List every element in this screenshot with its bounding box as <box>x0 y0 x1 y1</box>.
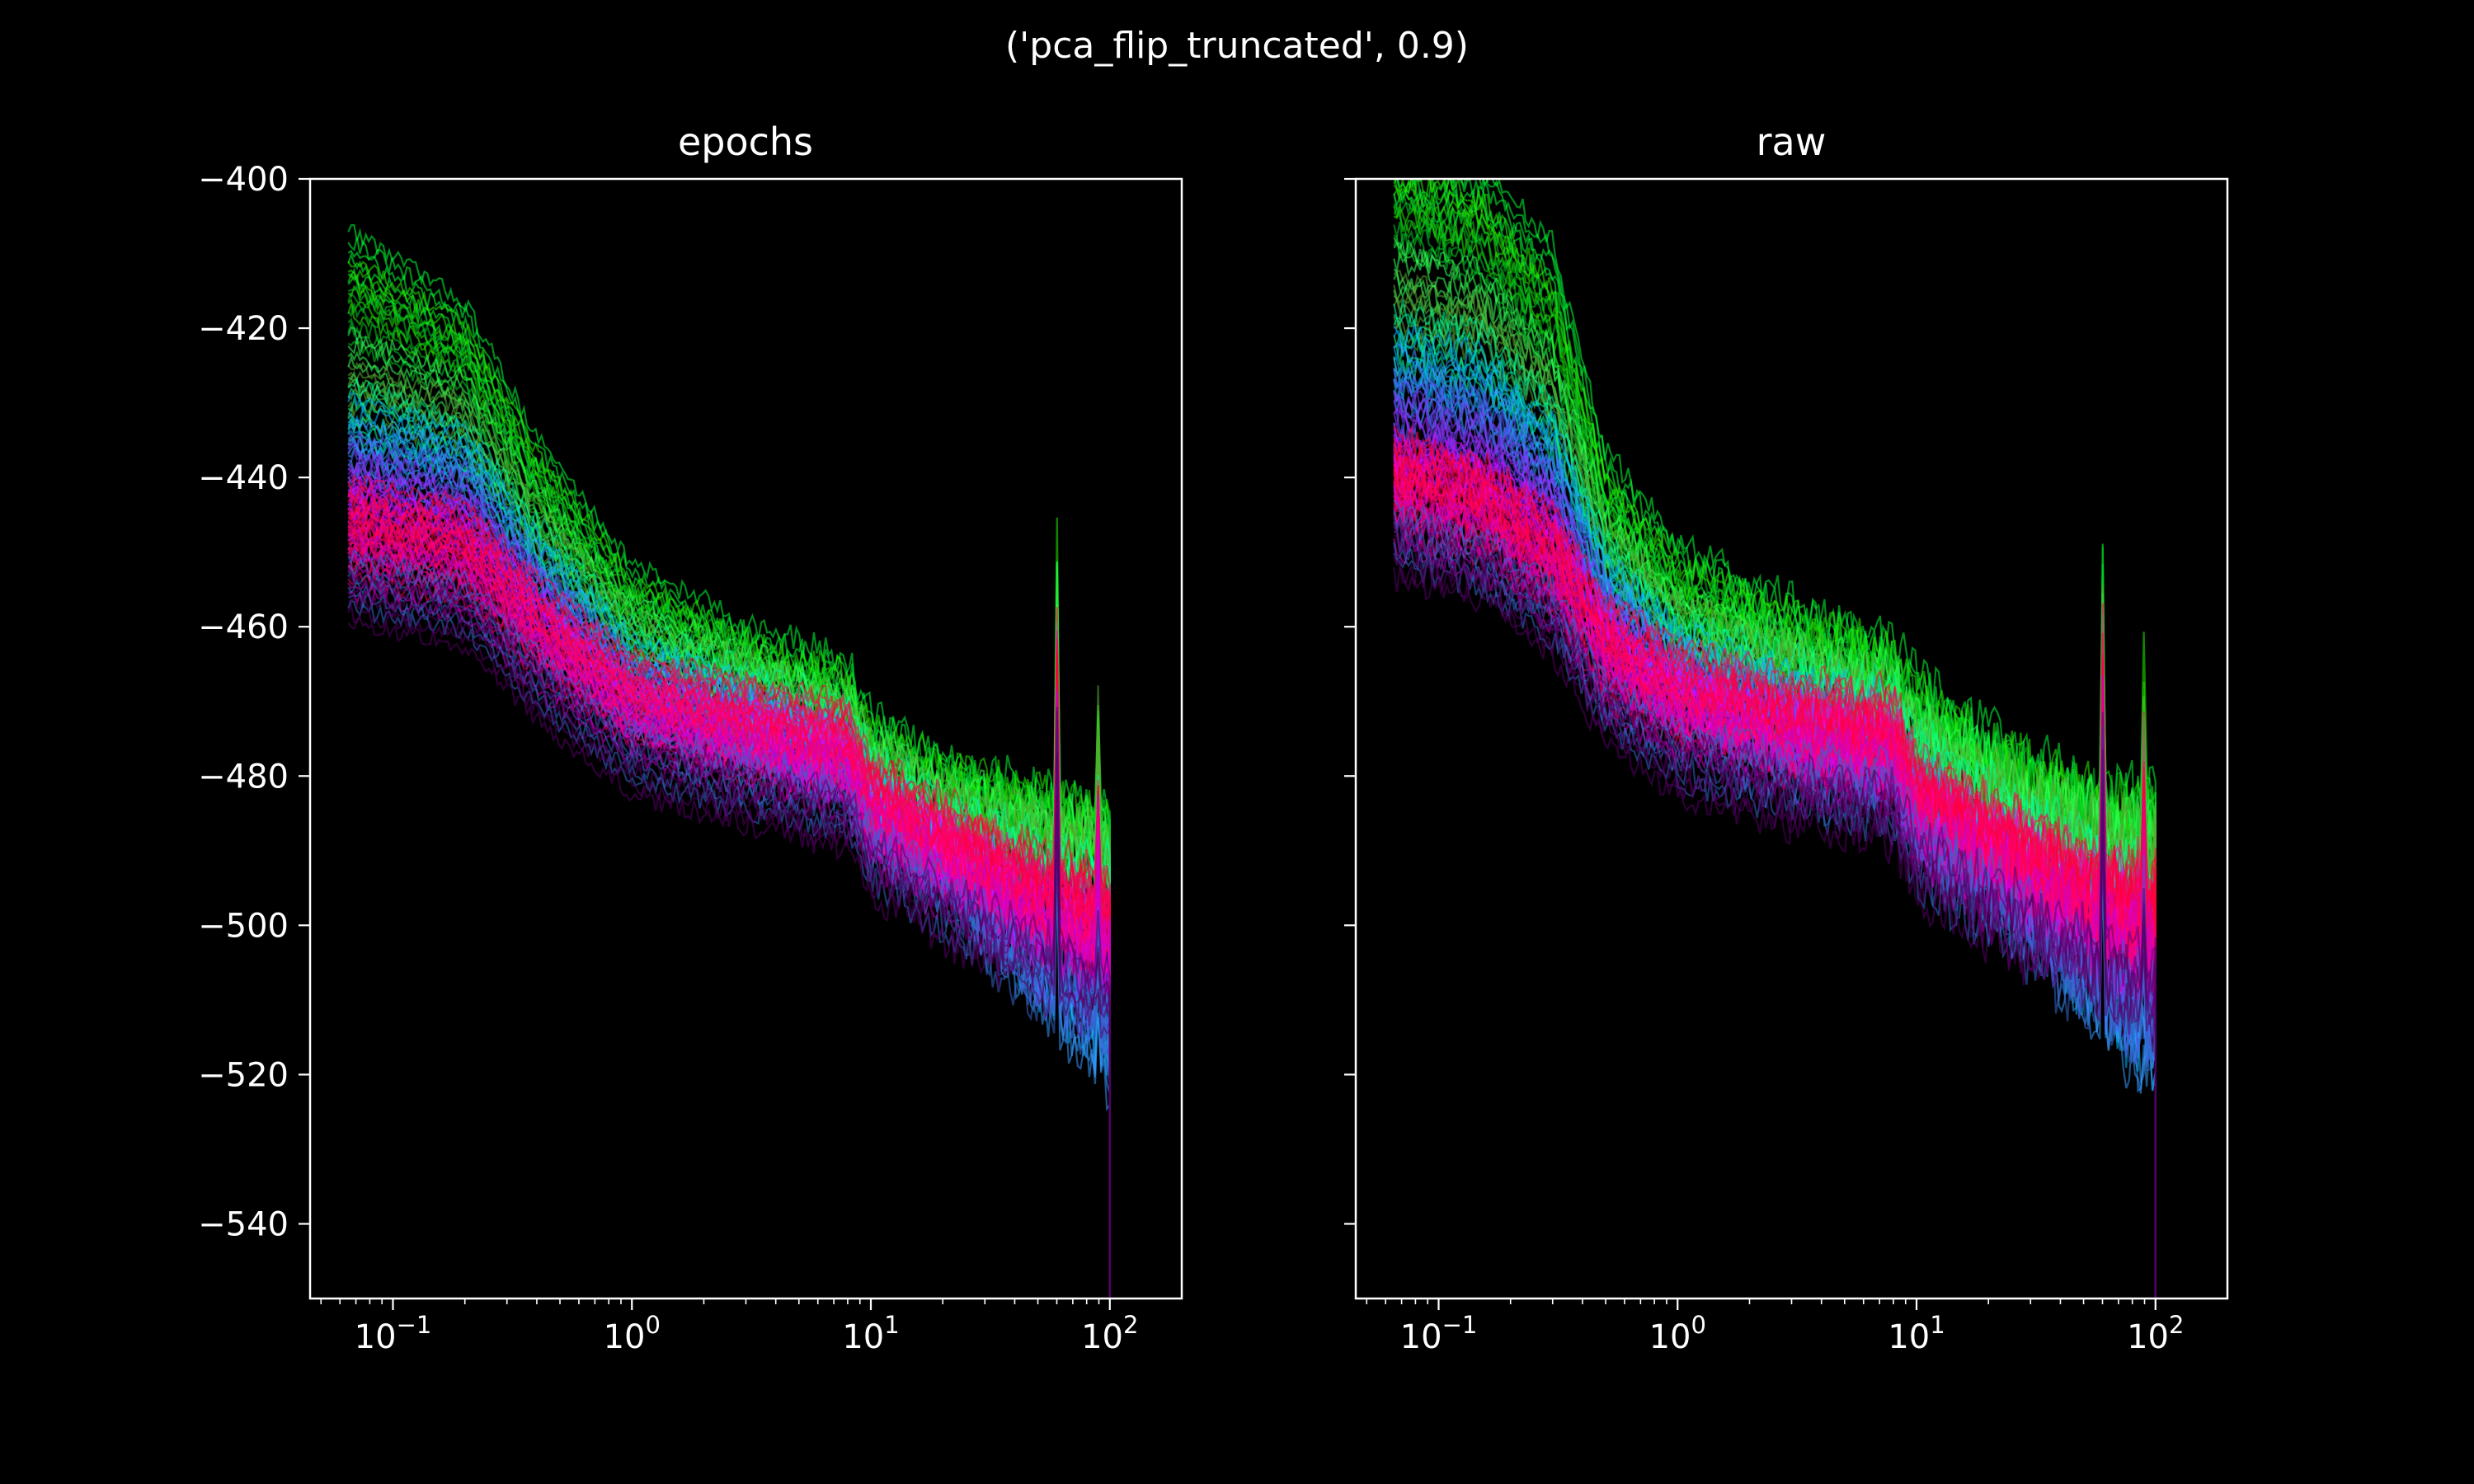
epochs-y-tick-label: −480 <box>198 758 289 796</box>
epochs-series-line <box>347 261 1111 1298</box>
epochs-y-ticks: −400 −420 −440 −460 −480 −500 −520 −540 <box>198 161 310 1243</box>
epochs-y-tick-label: −400 <box>198 161 289 199</box>
epochs-series-line <box>347 495 1111 1298</box>
epochs-title: epochs <box>678 120 813 164</box>
epochs-series-line <box>347 573 1111 1298</box>
epochs-series-line <box>347 326 1111 1298</box>
figure-suptitle: ('pca_flip_truncated', 0.9) <box>1005 25 1469 67</box>
raw-x-tick-label: 10−1 <box>1400 1311 1478 1356</box>
epochs-y-tick-label: −520 <box>198 1056 289 1094</box>
panel-epochs: 10−1 100 101 102 −400−420−440−460−480−500−5… <box>198 120 1183 1356</box>
raw-series-line <box>1393 471 2157 1298</box>
raw-y-ticks <box>1344 177 1356 1225</box>
epochs-series-lines <box>347 223 1111 1298</box>
raw-series-line <box>1393 425 2157 1298</box>
panel-raw: 10−1 100 101 102 raw <box>1344 120 2229 1356</box>
epochs-y-tick-label: −500 <box>198 907 289 945</box>
epochs-y-tick-label: −540 <box>198 1205 289 1243</box>
epochs-series-line <box>347 548 1111 1298</box>
raw-series-line <box>1393 486 2157 1298</box>
epochs-series-line <box>347 568 1111 1298</box>
epochs-y-tick-label: −440 <box>198 459 289 497</box>
raw-series-line <box>1393 546 2157 1298</box>
epochs-series-line <box>347 473 1111 1298</box>
epochs-y-tick-label: −460 <box>198 608 289 646</box>
epochs-x-tick-label: 10−1 <box>355 1311 432 1356</box>
epochs-y-tick-label: −420 <box>198 310 289 348</box>
epochs-x-tick-label: 100 <box>604 1311 661 1356</box>
raw-series-line <box>1393 191 2157 1298</box>
raw-series-line <box>1393 514 2157 1298</box>
epochs-series-line <box>347 532 1111 1298</box>
epochs-series-line <box>347 519 1111 1298</box>
raw-series-lines <box>1393 179 2157 1298</box>
raw-title: raw <box>1757 120 1827 164</box>
